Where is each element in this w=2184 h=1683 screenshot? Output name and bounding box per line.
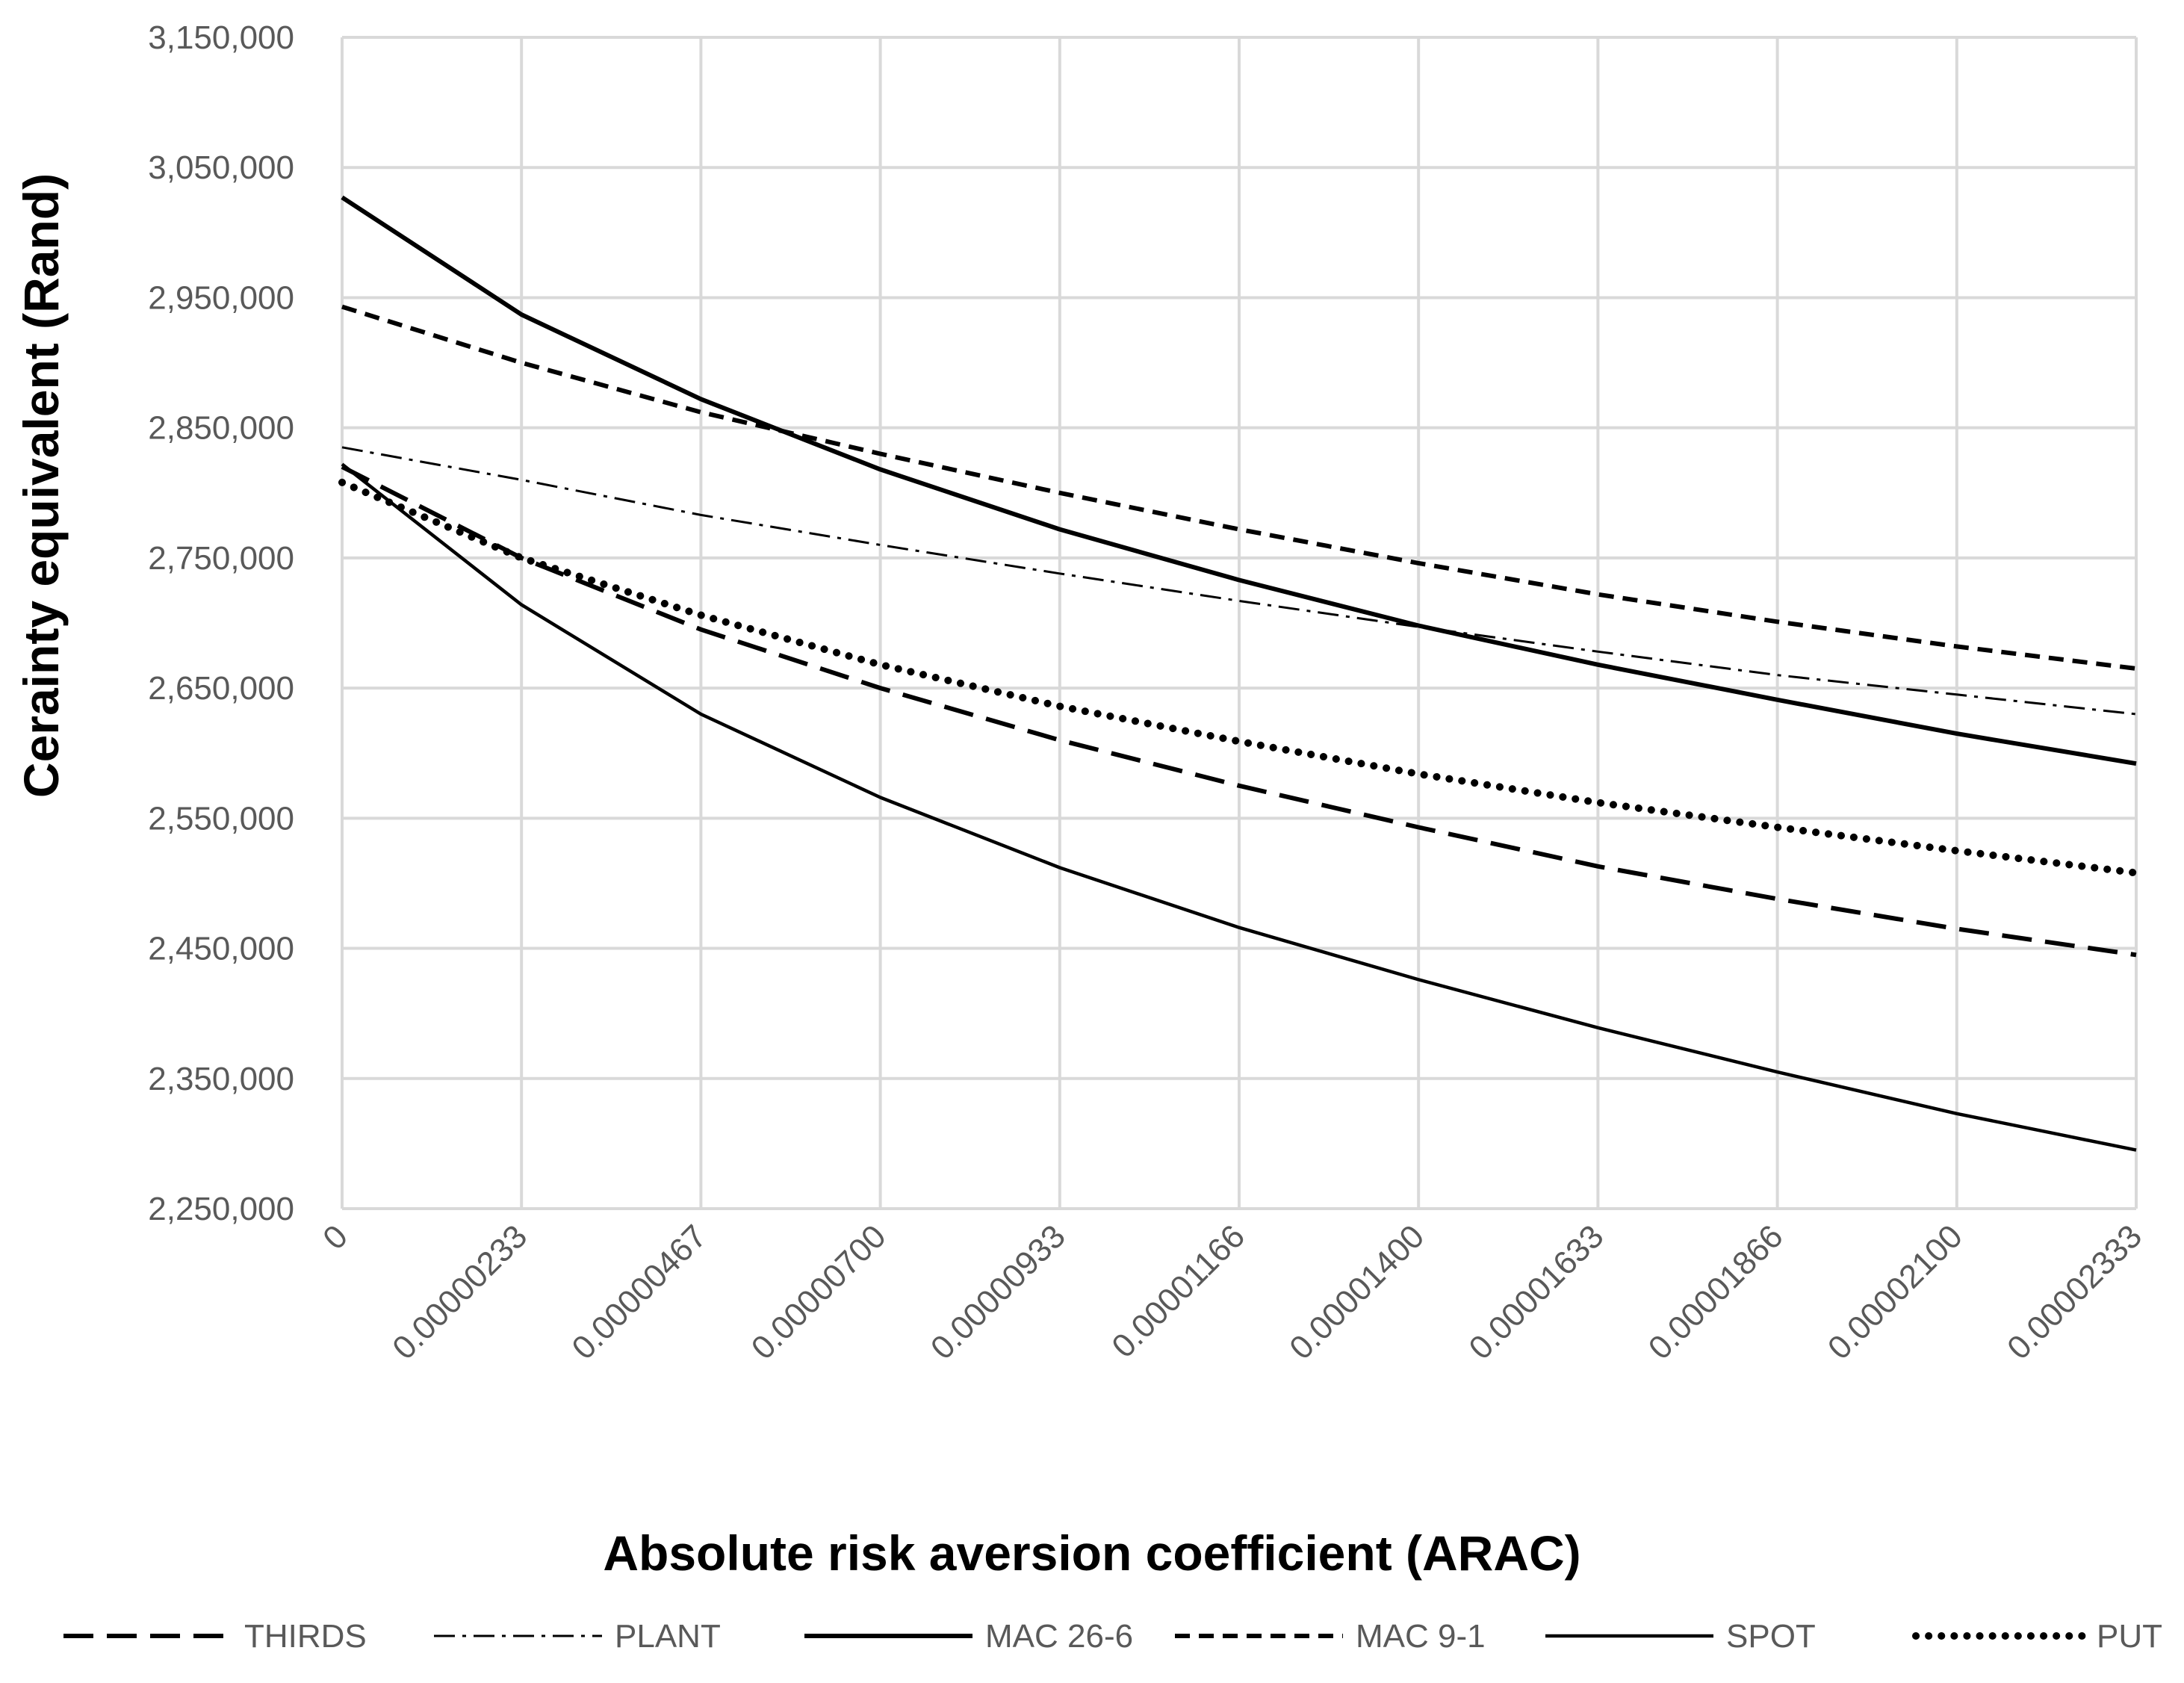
legend: THIRDS PLANT MAC 26-6 MAC 9-1 SPOT PUT bbox=[63, 1618, 2162, 1655]
x-axis-title: Absolute risk aversion coefficient (ARAC… bbox=[603, 1525, 1580, 1581]
y-tick-label: 2,950,000 bbox=[148, 279, 294, 316]
legend-label: PUT bbox=[2097, 1618, 2162, 1655]
legend-label: SPOT bbox=[1726, 1618, 1816, 1655]
y-tick-label: 3,050,000 bbox=[148, 149, 294, 186]
series-line-plant bbox=[341, 446, 2137, 716]
series-line-mac-9-1 bbox=[341, 304, 2137, 671]
legend-label: MAC 26-6 bbox=[985, 1618, 1133, 1655]
legend-label: THIRDS bbox=[244, 1618, 367, 1655]
y-tick-label: 2,250,000 bbox=[148, 1191, 294, 1227]
series-line-spot bbox=[341, 462, 2137, 1152]
y-tick-labels: 2,250,000 2,350,000 2,450,000 2,550,000 2,65… bbox=[148, 19, 294, 1227]
y-tick-label: 2,850,000 bbox=[148, 410, 294, 447]
y-tick-label: 2,450,000 bbox=[148, 931, 294, 967]
y-axis-title: Cerainty equivalent (Rand) bbox=[13, 173, 69, 798]
y-tick-label: 2,350,000 bbox=[148, 1061, 294, 1097]
series-line-put bbox=[338, 478, 2140, 877]
series-line-thirds bbox=[341, 465, 2137, 958]
gridlines bbox=[341, 36, 2138, 1210]
y-tick-label: 2,750,000 bbox=[148, 540, 294, 577]
series-line-mac-26-6 bbox=[341, 195, 2137, 766]
y-tick-label: 3,150,000 bbox=[148, 19, 294, 56]
y-tick-label: 2,650,000 bbox=[148, 670, 294, 707]
series-lines bbox=[338, 195, 2140, 1152]
y-tick-label: 2,550,000 bbox=[148, 800, 294, 837]
legend-label: MAC 9-1 bbox=[1356, 1618, 1486, 1655]
legend-label: PLANT bbox=[615, 1618, 721, 1655]
